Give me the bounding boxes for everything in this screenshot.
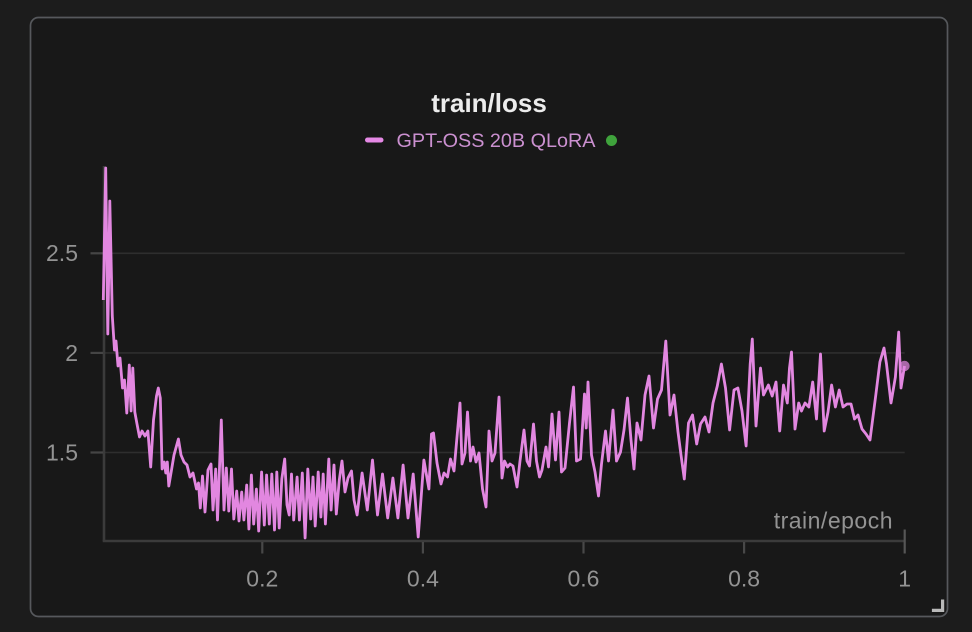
svg-text:2.5: 2.5	[46, 240, 78, 266]
svg-text:0.8: 0.8	[728, 566, 760, 592]
svg-text:1.5: 1.5	[46, 439, 78, 465]
svg-text:0.6: 0.6	[568, 566, 600, 592]
svg-text:train/epoch: train/epoch	[774, 508, 893, 534]
svg-text:0.2: 0.2	[246, 566, 278, 592]
svg-text:2: 2	[65, 340, 78, 366]
svg-text:1: 1	[898, 566, 911, 592]
svg-text:GPT-OSS 20B QLoRA: GPT-OSS 20B QLoRA	[397, 130, 597, 152]
svg-text:0.4: 0.4	[407, 566, 439, 592]
svg-text:train/loss: train/loss	[431, 88, 547, 118]
